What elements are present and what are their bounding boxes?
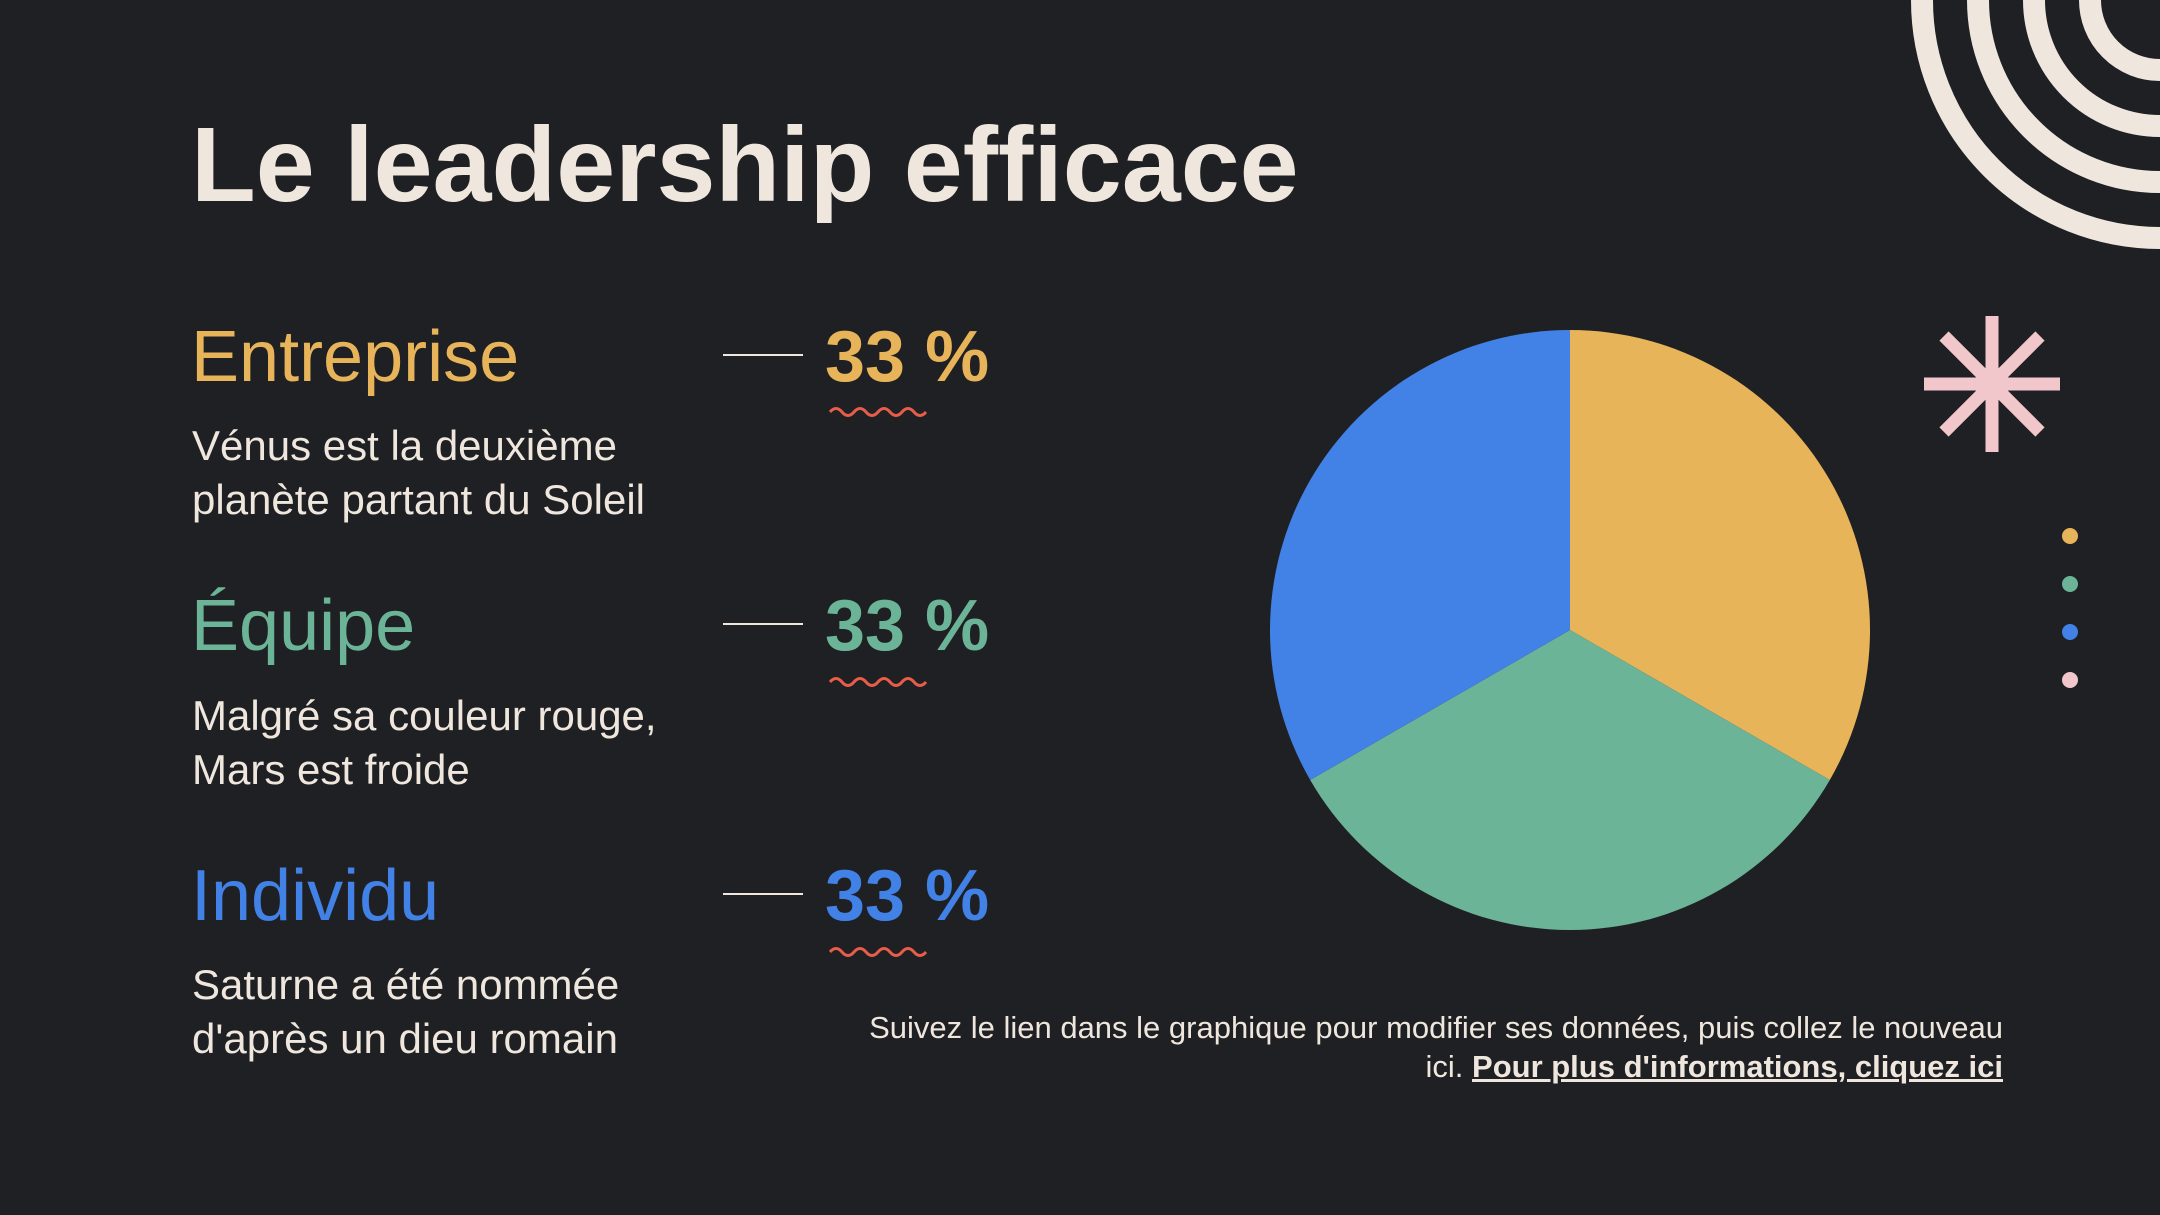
category-description-individu: Saturne a été nommée d'après un dieu rom… [192, 961, 620, 1062]
dot-icon [2062, 528, 2078, 544]
asterisk-icon [1924, 316, 2060, 452]
slide-title: Le leadership efficace [191, 106, 1299, 224]
category-percent-entreprise: 33 % [825, 317, 990, 397]
pie-slice-individu[interactable] [1270, 330, 1570, 780]
connector-line [723, 354, 803, 356]
category-name-equipe: Équipe [191, 586, 416, 666]
pie-slice-entreprise[interactable] [1570, 330, 1870, 780]
category-name-individu: Individu [191, 856, 440, 936]
squiggle-icon [828, 947, 928, 957]
chart-footnote: Suivez le lien dans le graphique pour mo… [853, 1008, 2003, 1086]
connector-line [723, 623, 803, 625]
squiggle-icon [828, 677, 928, 687]
connector-line [723, 893, 803, 895]
dot-icon [2062, 576, 2078, 592]
dot-icon [2062, 672, 2078, 688]
squiggle-icon [828, 407, 928, 417]
footnote-text: Suivez le lien dans le graphique pour mo… [869, 1010, 2003, 1084]
more-info-link[interactable]: Pour plus d'informations, cliquez ici [1472, 1049, 2003, 1084]
category-description-equipe: Malgré sa couleur rouge, Mars est froide [192, 692, 657, 793]
dot-icon [2062, 624, 2078, 640]
concentric-arcs-icon [1911, 0, 2160, 249]
pie-chart[interactable] [1270, 330, 1870, 930]
category-percent-equipe: 33 % [825, 586, 990, 666]
category-name-entreprise: Entreprise [191, 317, 520, 397]
category-percent-individu: 33 % [825, 856, 990, 936]
category-description-entreprise: Vénus est la deuxième planète partant du… [192, 422, 645, 523]
